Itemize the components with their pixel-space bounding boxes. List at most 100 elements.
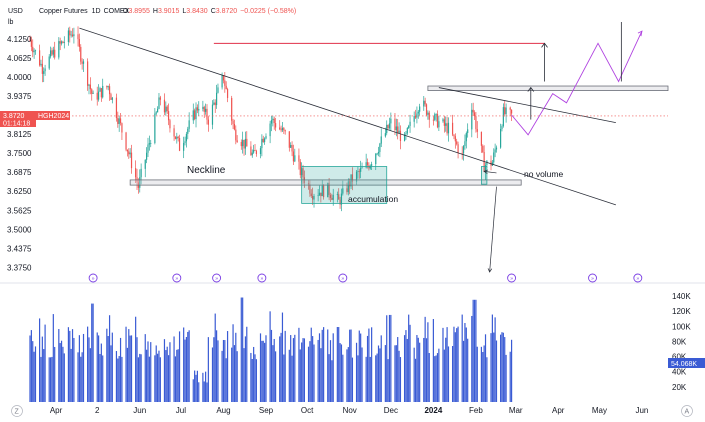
candle-body [366, 162, 369, 166]
volume-bar [445, 337, 447, 402]
candle-body [67, 30, 70, 43]
timezone-button[interactable]: Z [11, 405, 23, 417]
candle-body [167, 111, 170, 121]
candle-body [34, 50, 37, 52]
price-tick-label: 3.3750 [7, 263, 32, 272]
change-value: −0.0225 (−0.58%) [240, 8, 296, 15]
candle-body [371, 164, 373, 166]
volume-bar [453, 326, 455, 402]
candle-body [265, 136, 267, 139]
x-tick-label: Mar [509, 406, 523, 415]
volume-bar [81, 352, 83, 402]
candle-body [384, 133, 386, 137]
volume-bar [427, 322, 429, 402]
candle-body [456, 141, 458, 145]
volume-bar [129, 335, 131, 402]
volume-bar [288, 349, 290, 402]
candle-body [484, 165, 487, 172]
candle-body [236, 140, 238, 143]
volume-bar [169, 342, 171, 402]
volume-bar [443, 349, 445, 402]
pointer-arrowhead [483, 169, 488, 175]
candle-body [174, 136, 177, 139]
event-markers[interactable]: » » » » » » » » [88, 273, 643, 283]
candle-body [192, 110, 194, 121]
x-tick-label: May [592, 406, 607, 415]
candle-body [380, 136, 382, 144]
candle-body [92, 92, 94, 94]
candle-body [483, 152, 485, 172]
volume-bar [323, 327, 325, 402]
candle-body [107, 86, 109, 88]
candle-body [70, 34, 72, 36]
candle-body [176, 136, 178, 139]
candle-body [33, 50, 35, 53]
volume-bar [332, 333, 334, 402]
volume-tag: 54.068K [668, 358, 705, 368]
volume-tick-label: 120K [672, 307, 691, 316]
event-marker [633, 273, 643, 283]
candle-body [207, 119, 209, 125]
volume-bar [80, 356, 82, 402]
price-tag-countdown: 01:14:18 [3, 121, 30, 128]
volume-bar [240, 297, 242, 402]
price-tick-label: 3.7500 [7, 149, 32, 158]
volume-bar [166, 346, 168, 402]
candle-body [51, 50, 53, 55]
volume-bar [73, 337, 75, 402]
event-marker-glyph: » [510, 276, 513, 282]
volume-bar [203, 381, 205, 402]
volume-bar [34, 346, 37, 402]
candle-body [273, 118, 275, 124]
x-tick-label: Apr [552, 406, 565, 415]
candle-body [221, 75, 223, 88]
candle-body [87, 61, 89, 86]
candle-body [62, 41, 64, 43]
descending-trendline [79, 27, 616, 206]
candle-body [102, 85, 104, 98]
volume-bar [33, 351, 35, 402]
volume-bar [165, 350, 167, 402]
volume-bar [157, 353, 159, 402]
candle-body [60, 41, 63, 44]
candle-body [117, 118, 119, 124]
volume-bar [192, 379, 194, 402]
candle-body [41, 63, 43, 74]
volume-bar [269, 311, 271, 402]
volume-bar [482, 352, 484, 402]
volume-bar [509, 351, 511, 402]
candle-body [254, 149, 256, 151]
volume-bar [473, 299, 476, 402]
candle-body [48, 56, 50, 69]
volume-bar [328, 354, 330, 402]
symbol-name[interactable]: Copper Futures 1D COMEX [39, 8, 130, 15]
volume-bar [246, 326, 248, 402]
auto-scale-button[interactable]: A [681, 405, 693, 417]
volume-bar [502, 332, 504, 402]
currency-label: USD [8, 8, 23, 15]
candle-body [126, 149, 129, 152]
candle-body [351, 174, 354, 182]
candle-body [388, 123, 391, 129]
candle-body [130, 152, 133, 169]
candle-body [405, 133, 407, 135]
candle-body [336, 194, 338, 195]
candle-body [346, 188, 348, 193]
accumulation-box [301, 166, 388, 204]
volume-bar [342, 354, 344, 402]
volume-bar [436, 353, 439, 402]
volume-bar [87, 326, 89, 402]
candle-body [242, 139, 244, 147]
volume-bar [491, 314, 493, 402]
candle-body [461, 152, 463, 154]
volume-bar [59, 343, 61, 402]
candle-body [43, 71, 45, 74]
x-tick-label: Sep [259, 406, 274, 415]
candle-body [30, 40, 32, 47]
volume-bar [406, 338, 408, 402]
volume-bar [340, 344, 343, 402]
volume-bar [360, 333, 362, 402]
volume-bar [384, 345, 386, 402]
candle-body [339, 199, 341, 205]
candle-body [115, 97, 118, 119]
